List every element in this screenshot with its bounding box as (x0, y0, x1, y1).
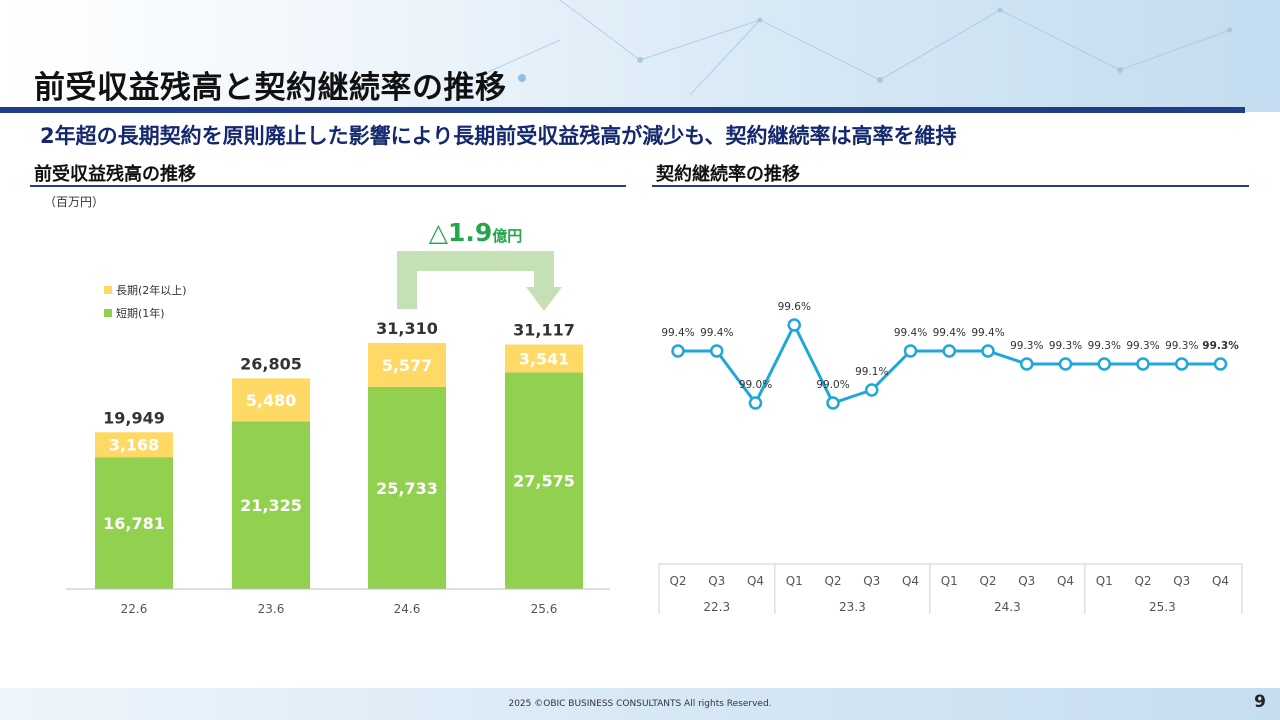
bar-long-term-label: 5,577 (382, 356, 433, 375)
renewal-rate-point (1097, 357, 1111, 371)
page-subtitle: 2年超の長期契約を原則廃止した影響により長期前受収益残高が減少も、契約継続率は高… (40, 124, 957, 148)
bar-long-term (232, 378, 310, 422)
bar-total-label: 31,310 (376, 319, 438, 338)
bar-long-term (368, 343, 446, 387)
renewal-rate-point (1136, 357, 1150, 371)
renewal-rate-value-label: 99.4% (933, 327, 966, 339)
right-section-underline (652, 185, 1249, 187)
page-number: 9 (1254, 692, 1266, 712)
renewal-rate-point (903, 344, 918, 358)
bar-short-term (95, 457, 173, 589)
line-x-group-label: 24.3 (994, 600, 1021, 614)
legend-swatch-long (104, 286, 112, 294)
line-x-tick-label: Q2 (824, 574, 841, 588)
renewal-rate-point (1175, 357, 1189, 371)
header-network-decoration (469, 0, 1233, 96)
bar-short-term-label: 16,781 (103, 514, 165, 533)
bar-long-term-label: 5,480 (246, 391, 297, 410)
bar-total-label: 26,805 (240, 354, 302, 373)
deferred-revenue-bar-chart: △1.9億円 長期(2年以上) 短期(1年) 16,781 3,168 19,949 2… (66, 218, 610, 616)
bar-long-term (95, 432, 173, 458)
line-x-tick-label: Q2 (979, 574, 996, 588)
left-section-underline (30, 185, 626, 187)
renewal-rate-point (1058, 357, 1073, 371)
renewal-rate-value-label: 99.3% (1126, 340, 1159, 352)
line-x-tick-label: Q4 (1212, 574, 1229, 588)
renewal-rate-value-label: 99.3% (1049, 340, 1082, 352)
bar-x-tick-label: 24.6 (394, 602, 421, 616)
title-underline (0, 107, 1245, 113)
renewal-rate-point (1020, 357, 1034, 371)
bar-long-term-label: 3,541 (519, 349, 570, 368)
page-title: 前受収益残高と契約継続率の推移 (34, 70, 507, 106)
line-x-tick-label: Q1 (786, 574, 803, 588)
left-section-title: 前受収益残高の推移 (34, 164, 196, 185)
bar-short-term (232, 421, 310, 589)
renewal-rate-point (826, 396, 840, 410)
footer-background (0, 688, 1280, 720)
bar-short-term-label: 21,325 (240, 496, 302, 515)
bar-legend: 長期(2年以上) 短期(1年) (104, 283, 187, 320)
line-x-group-label: 25.3 (1149, 600, 1176, 614)
decrease-amount-label: △1.9億円 (429, 218, 523, 247)
renewal-rate-value-label: 99.6% (778, 301, 811, 313)
renewal-rate-value-label: 99.4% (700, 327, 733, 339)
line-x-tick-label: Q1 (1096, 574, 1113, 588)
bar-long-term-label: 3,168 (109, 436, 160, 455)
line-x-tick-label: Q3 (1018, 574, 1035, 588)
legend-swatch-short (104, 309, 112, 317)
bar-x-tick-label: 23.6 (258, 602, 285, 616)
renewal-rate-point (671, 344, 685, 358)
bar-long-term (505, 344, 583, 373)
renewal-rate-value-label: 99.0% (739, 379, 772, 391)
renewal-rate-line-chart: 22.3 23.3 24.3 25.3 Q2 Q3 Q4 Q1 Q2 Q3 Q4 Q1 Q2 Q3 Q4 Q1… (658, 301, 1243, 614)
bar-x-tick-label: 22.6 (121, 602, 148, 616)
bar-short-term-label: 27,575 (513, 472, 575, 491)
bar-short-term (505, 372, 583, 589)
renewal-rate-value-label: 99.4% (661, 327, 694, 339)
renewal-rate-point (942, 344, 956, 358)
line-x-tick-label: Q4 (1057, 574, 1074, 588)
legend-label-long: 長期(2年以上) (116, 283, 187, 297)
copyright: 2025 ©OBIC BUSINESS CONSULTANTS All righ… (508, 699, 772, 709)
renewal-rate-value-label: 99.3% (1165, 340, 1198, 352)
bar-x-tick-label: 25.6 (531, 602, 558, 616)
decrease-annotation: △1.9億円 (397, 218, 562, 311)
legend-label-short: 短期(1年) (116, 306, 165, 320)
line-x-group-label: 23.3 (839, 600, 866, 614)
line-x-group-label: 22.3 (703, 600, 730, 614)
header-background (0, 0, 1280, 112)
renewal-rate-point (981, 344, 995, 358)
bar-x-axis: 22.6 23.6 24.6 25.6 (121, 602, 558, 616)
renewal-rate-value-label: 99.3% (1088, 340, 1121, 352)
bar-total-label: 19,949 (103, 408, 165, 427)
line-x-tick-label: Q1 (941, 574, 958, 588)
renewal-rate-point (1213, 357, 1228, 371)
renewal-rate-point (710, 344, 724, 358)
renewal-rate-point (865, 383, 879, 397)
line-x-tick-label: Q3 (863, 574, 880, 588)
decrease-bracket-arrow (397, 251, 562, 311)
line-x-tick-label: Q4 (902, 574, 919, 588)
renewal-rate-value-label: 99.1% (855, 366, 888, 378)
renewal-rate-point (748, 396, 763, 410)
bar-short-term (368, 386, 446, 589)
line-x-tick-label: Q2 (1134, 574, 1151, 588)
renewal-rate-value-label: 99.4% (971, 327, 1004, 339)
renewal-rate-point (787, 318, 801, 332)
line-x-tick-label: Q4 (747, 574, 764, 588)
unit-label: （百万円） (44, 195, 105, 209)
renewal-rate-value-label: 99.3% (1202, 340, 1239, 352)
line-x-tick-label: Q3 (1173, 574, 1190, 588)
right-section-title: 契約継続率の推移 (656, 164, 800, 185)
renewal-rate-value-label: 99.4% (894, 327, 927, 339)
bar-total-label: 31,117 (513, 321, 575, 340)
renewal-rate-value-label: 99.3% (1010, 340, 1043, 352)
bar-short-term-label: 25,733 (376, 479, 438, 498)
bar-series: 16,781 3,168 19,949 21,325 5,480 26,805 25,733… (95, 319, 583, 589)
line-x-tick-label: Q2 (669, 574, 686, 588)
renewal-rate-value-label: 99.0% (816, 379, 849, 391)
line-x-tick-label: Q3 (708, 574, 725, 588)
line-x-axis-table: 22.3 23.3 24.3 25.3 Q2 Q3 Q4 Q1 Q2 Q3 Q4 Q1 Q2 Q3 Q4 Q1… (658, 563, 1243, 614)
